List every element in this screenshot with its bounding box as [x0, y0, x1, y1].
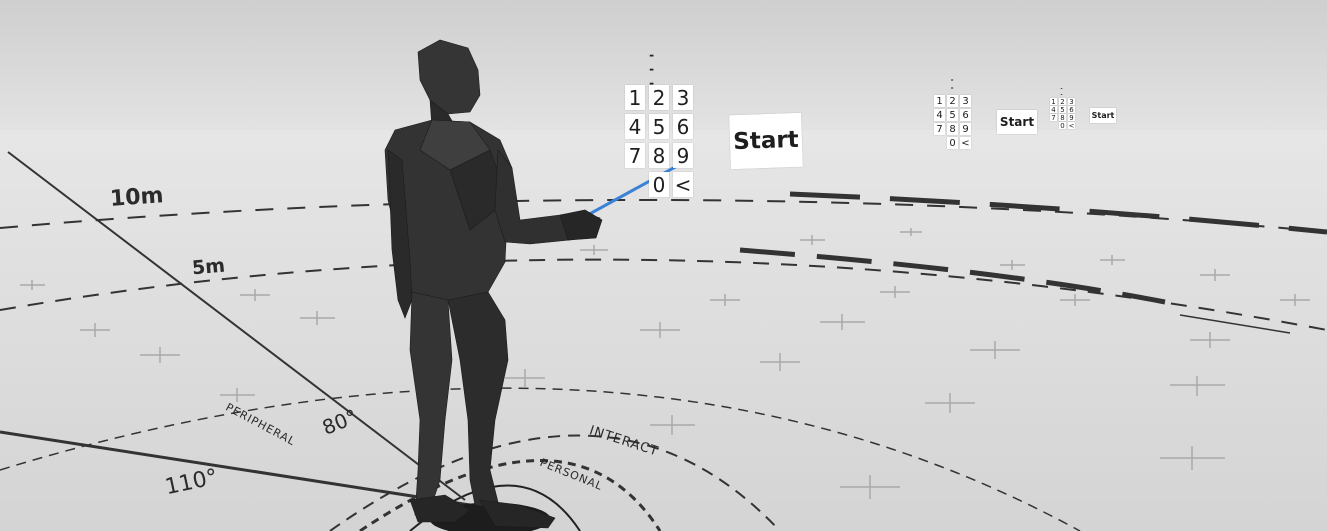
- start-button-main[interactable]: Start: [729, 112, 803, 170]
- key-9[interactable]: 9: [673, 143, 693, 168]
- start-button-far-2[interactable]: Start: [1090, 108, 1116, 123]
- key-9[interactable]: 9: [960, 123, 971, 135]
- angle-line-80: [7, 151, 466, 501]
- ring-10m-near: [789, 191, 1327, 235]
- key-2[interactable]: 2: [947, 95, 958, 107]
- key-4[interactable]: 4: [625, 114, 645, 139]
- pointer-ray: [583, 158, 689, 219]
- avatar-leg-right: [447, 291, 509, 511]
- key-8[interactable]: 8: [947, 123, 958, 135]
- key-7[interactable]: 7: [625, 143, 645, 168]
- key-6[interactable]: 6: [673, 114, 693, 139]
- ring-interact: [329, 434, 781, 531]
- key-5[interactable]: 5: [947, 109, 958, 121]
- key-4[interactable]: 4: [1050, 105, 1057, 114]
- key-4[interactable]: 4: [934, 109, 945, 121]
- key-8[interactable]: 8: [1059, 113, 1066, 122]
- avatar-hand: [559, 209, 603, 241]
- key-1[interactable]: 1: [934, 95, 945, 107]
- start-button-far-1[interactable]: Start: [997, 110, 1037, 134]
- angle-line-110: [0, 430, 471, 507]
- avatar-head: [417, 39, 481, 115]
- key-0[interactable]: 0: [649, 172, 669, 197]
- key-backspace[interactable]: <: [960, 137, 971, 149]
- key-7[interactable]: 7: [1050, 113, 1057, 122]
- key-1[interactable]: 1: [1050, 97, 1057, 106]
- key-9[interactable]: 9: [1068, 113, 1075, 122]
- floor-cross-markers: [20, 228, 1310, 499]
- key-5[interactable]: 5: [649, 114, 669, 139]
- key-3[interactable]: 3: [1068, 97, 1075, 106]
- key-backspace[interactable]: <: [1068, 121, 1075, 130]
- key-backspace[interactable]: <: [673, 172, 693, 197]
- ring-personal: [359, 459, 662, 531]
- key-7[interactable]: 7: [934, 123, 945, 135]
- key-6[interactable]: 6: [960, 109, 971, 121]
- ring-5m-near: [739, 247, 1166, 305]
- key-1[interactable]: 1: [625, 85, 645, 110]
- horizon-line-right: [1179, 314, 1291, 334]
- key-2[interactable]: 2: [1059, 97, 1066, 106]
- key-3[interactable]: 3: [673, 85, 693, 110]
- key-0[interactable]: 0: [1059, 121, 1066, 130]
- key-6[interactable]: 6: [1068, 105, 1075, 114]
- key-8[interactable]: 8: [649, 143, 669, 168]
- avatar-leg-left: [409, 291, 453, 516]
- key-5[interactable]: 5: [1059, 105, 1066, 114]
- key-3[interactable]: 3: [960, 95, 971, 107]
- key-0[interactable]: 0: [947, 137, 958, 149]
- key-2[interactable]: 2: [649, 85, 669, 110]
- ring-inner-1: [0, 387, 1081, 531]
